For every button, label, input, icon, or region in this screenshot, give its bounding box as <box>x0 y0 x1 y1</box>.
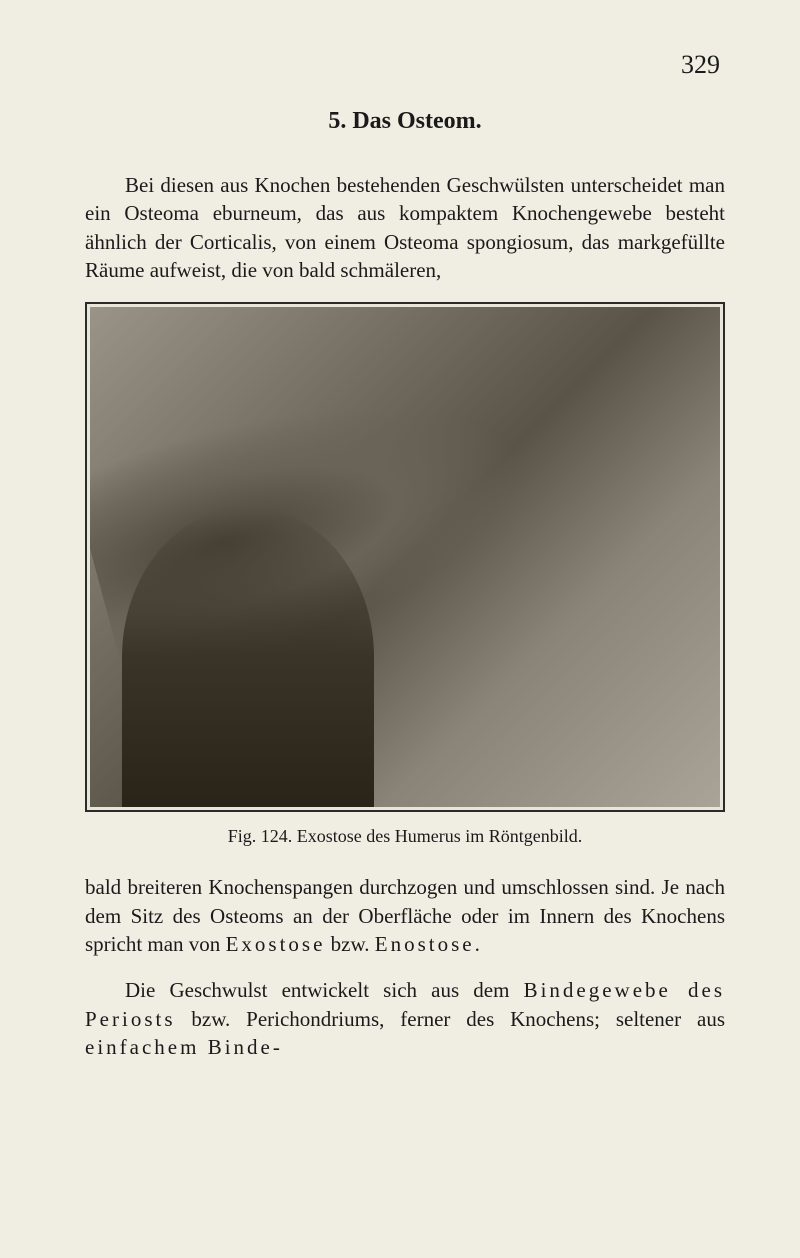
p2-emphasis-2: Enostose. <box>375 932 483 956</box>
p3-text-2: bzw. Perichondriums, ferner des Knochens… <box>176 1007 725 1031</box>
section-title: 5. Das Osteom. <box>85 108 725 135</box>
paragraph-3: Die Geschwulst entwickelt sich aus dem B… <box>85 976 725 1061</box>
p3-emphasis-2: einfachem Binde- <box>85 1035 283 1059</box>
figure-image-xray <box>90 307 720 807</box>
figure-container <box>85 302 725 812</box>
p2-text-2: bzw. <box>325 932 374 956</box>
figure-caption: Fig. 124. Exostose des Humerus im Röntge… <box>85 826 725 847</box>
p3-text-1: Die Geschwulst entwickelt sich aus dem <box>125 978 524 1002</box>
paragraph-2: bald breiteren Knochenspangen durchzogen… <box>85 873 725 958</box>
p2-emphasis-1: Exostose <box>226 932 326 956</box>
paragraph-1: Bei diesen aus Knochen bestehenden Gesch… <box>85 171 725 284</box>
page-number: 329 <box>85 50 725 80</box>
